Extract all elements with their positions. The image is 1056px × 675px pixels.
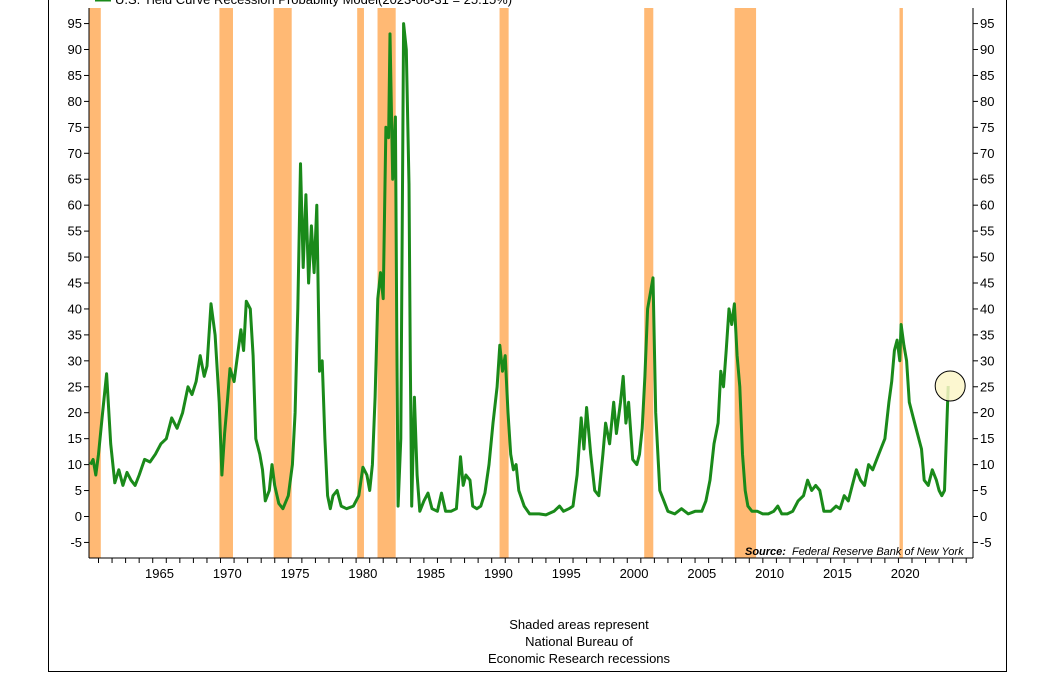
y-tick-label-right: 50 — [980, 250, 994, 265]
recession-band — [357, 8, 364, 558]
y-tick-label-right: 70 — [980, 146, 994, 161]
y-tick-label-right: 20 — [980, 405, 994, 420]
y-tick-label-left: 75 — [68, 120, 82, 135]
shading-note: Shaded areas represent National Bureau o… — [429, 616, 729, 667]
y-tick-label-left: 80 — [68, 94, 82, 109]
y-tick-label-right: 55 — [980, 224, 994, 239]
y-tick-label-left: 50 — [68, 250, 82, 265]
chart-frame: -5 -5 0 0 5 5 10 10 15 15 20 20 25 25 30 30 35 35 40 40 45 45… — [48, 0, 1007, 672]
y-tick-label-left: 45 — [68, 276, 82, 291]
y-tick-label-left: 10 — [68, 457, 82, 472]
y-tick-label-left: 35 — [68, 327, 82, 342]
x-tick-label: 1970 — [213, 566, 242, 581]
y-tick-label-left: 5 — [75, 483, 82, 498]
shading-note-line: Shaded areas represent — [509, 617, 649, 632]
x-tick-label: 1975 — [281, 566, 310, 581]
y-tick-label-left: 60 — [68, 198, 82, 213]
y-tick-label-right: 75 — [980, 120, 994, 135]
latest-value-marker — [934, 370, 966, 402]
y-tick-label-right: 15 — [980, 431, 994, 446]
y-tick-label-right: 60 — [980, 198, 994, 213]
y-tick-label-left: -5 — [70, 535, 82, 550]
y-tick-label-left: 40 — [68, 301, 82, 316]
source-text: Federal Reserve Bank of New York — [792, 546, 964, 558]
y-tick-label-right: 45 — [980, 276, 994, 291]
y-tick-label-right: 25 — [980, 379, 994, 394]
y-tick-label-left: 70 — [68, 146, 82, 161]
y-tick-label-left: 55 — [68, 224, 82, 239]
y-tick-label-right: 85 — [980, 68, 994, 83]
y-tick-label-right: 95 — [980, 16, 994, 31]
recession-band — [273, 8, 292, 558]
y-tick-label-left: 95 — [68, 16, 82, 31]
shading-note-line: National Bureau of — [525, 634, 633, 649]
x-tick-label: 1980 — [348, 566, 377, 581]
y-tick-label-right: 35 — [980, 327, 994, 342]
y-tick-label-right: 5 — [980, 483, 987, 498]
y-tick-label-right: 80 — [980, 94, 994, 109]
y-tick-label-right: 65 — [980, 172, 994, 187]
recession-band — [219, 8, 233, 558]
y-tick-label-right: 0 — [980, 509, 987, 524]
x-tick-label: 1995 — [552, 566, 581, 581]
source-note: Source: Federal Reserve Bank of New York — [745, 546, 964, 558]
source-label: Source: — [745, 546, 786, 558]
x-tick-label: 2010 — [755, 566, 784, 581]
y-tick-label-left: 20 — [68, 405, 82, 420]
y-tick-label-left: 15 — [68, 431, 82, 446]
probability-series-line — [89, 22, 950, 517]
x-tick-label: 1990 — [484, 566, 513, 581]
y-tick-label-right: 40 — [980, 301, 994, 316]
shading-note-line: Economic Research recessions — [487, 651, 671, 666]
recession-band — [644, 8, 654, 558]
y-tick-label-right: 90 — [980, 42, 994, 57]
y-tick-label-left: 85 — [68, 68, 82, 83]
recession-band — [89, 8, 101, 558]
y-tick-label-left: 30 — [68, 353, 82, 368]
x-tick-label: 2005 — [687, 566, 716, 581]
x-tick-label: 1985 — [416, 566, 445, 581]
y-tick-label-left: 25 — [68, 379, 82, 394]
recession-band — [499, 8, 509, 558]
x-tick-label: 2015 — [823, 566, 852, 581]
x-tick-label: 2000 — [620, 566, 649, 581]
x-tick-label: 1965 — [145, 566, 174, 581]
y-tick-label-left: 65 — [68, 172, 82, 187]
y-tick-label-right: 10 — [980, 457, 994, 472]
x-tick-label: 2020 — [891, 566, 920, 581]
legend-label: U.S. Yield Curve Recession Probability M… — [115, 0, 512, 7]
y-tick-label-left: 90 — [68, 42, 82, 57]
y-tick-label-left: 0 — [75, 509, 82, 524]
y-tick-label-right: 30 — [980, 353, 994, 368]
y-tick-label-right: -5 — [980, 535, 992, 550]
recession-band — [899, 8, 903, 558]
